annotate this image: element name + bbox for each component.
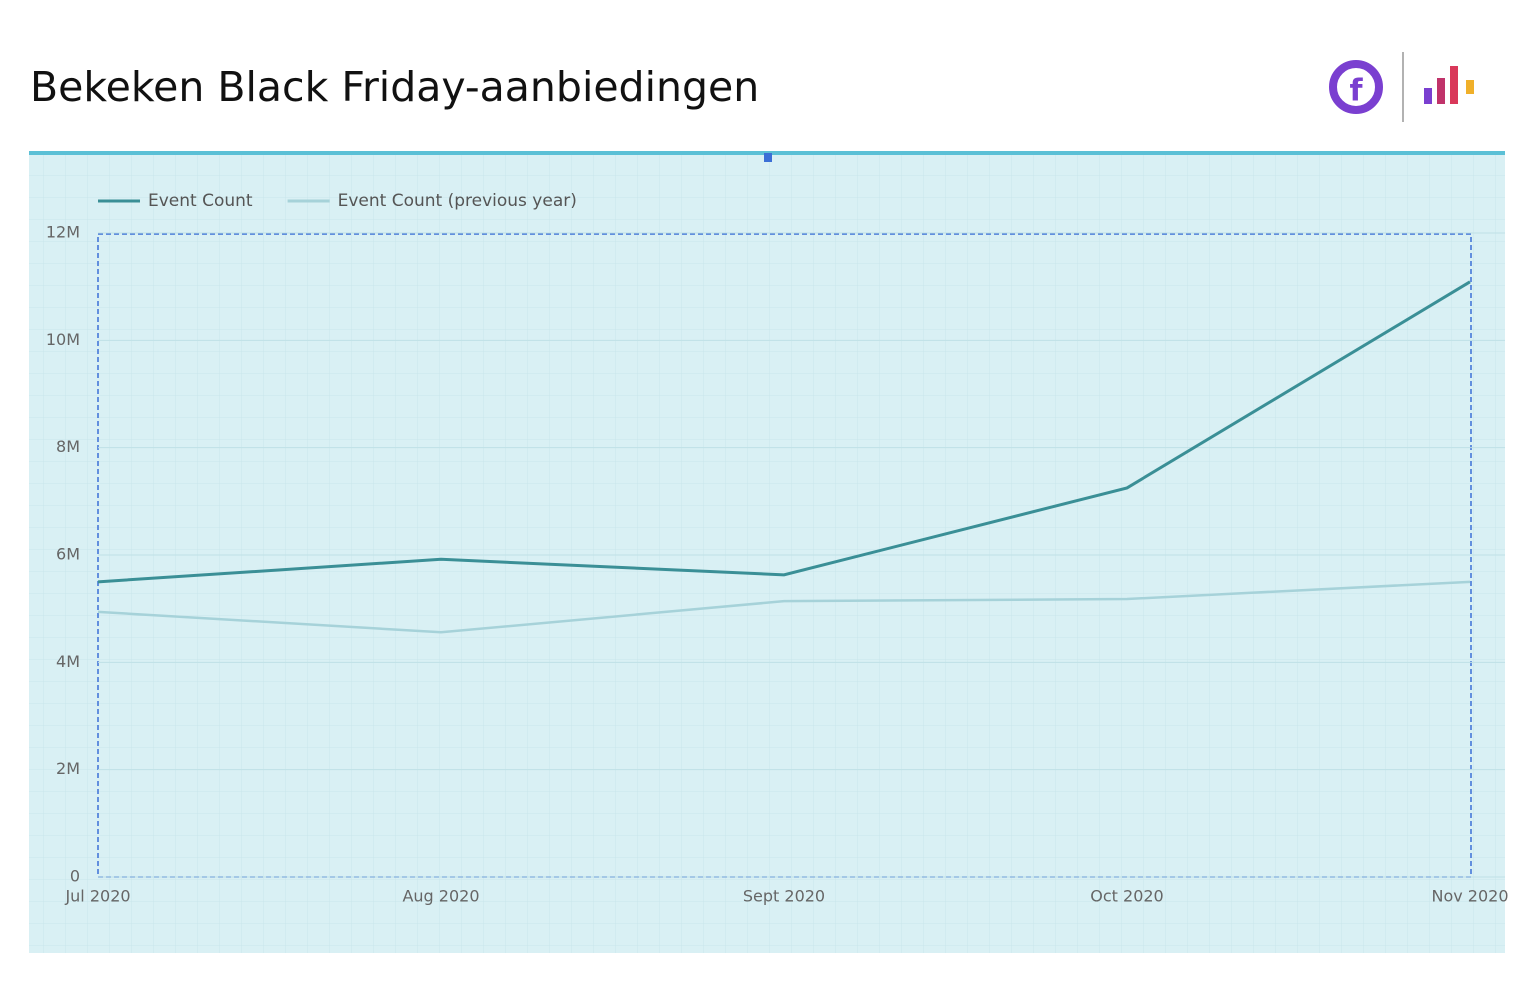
handle (764, 153, 772, 162)
legend-label: Event Count (previous year) (338, 191, 577, 211)
y-tick-label: 0 (70, 867, 80, 886)
x-tick-label: Nov 2020 (1431, 887, 1508, 906)
x-tick-label: Aug 2020 (402, 887, 479, 906)
x-tick-label: Oct 2020 (1090, 887, 1163, 906)
y-tick-label: 8M (56, 437, 80, 456)
y-tick-label: 2M (56, 759, 80, 778)
svg-text:f: f (1349, 74, 1363, 109)
minor-grid (29, 152, 1505, 953)
series-line (97, 580, 1471, 634)
chart-title: Bekeken Black Friday-aanbiedingen (30, 63, 759, 111)
x-tick-label: Jul 2020 (64, 887, 130, 906)
y-tick-label: 4M (56, 652, 80, 671)
series-line (97, 280, 1471, 584)
y-tick-label: 10M (46, 330, 80, 349)
logo: f (1329, 52, 1474, 122)
y-tick-label: 6M (56, 545, 80, 564)
legend-label: Event Count (148, 191, 253, 211)
y-tick-label: 12M (46, 223, 80, 242)
x-tick-label: Sept 2020 (743, 887, 825, 906)
